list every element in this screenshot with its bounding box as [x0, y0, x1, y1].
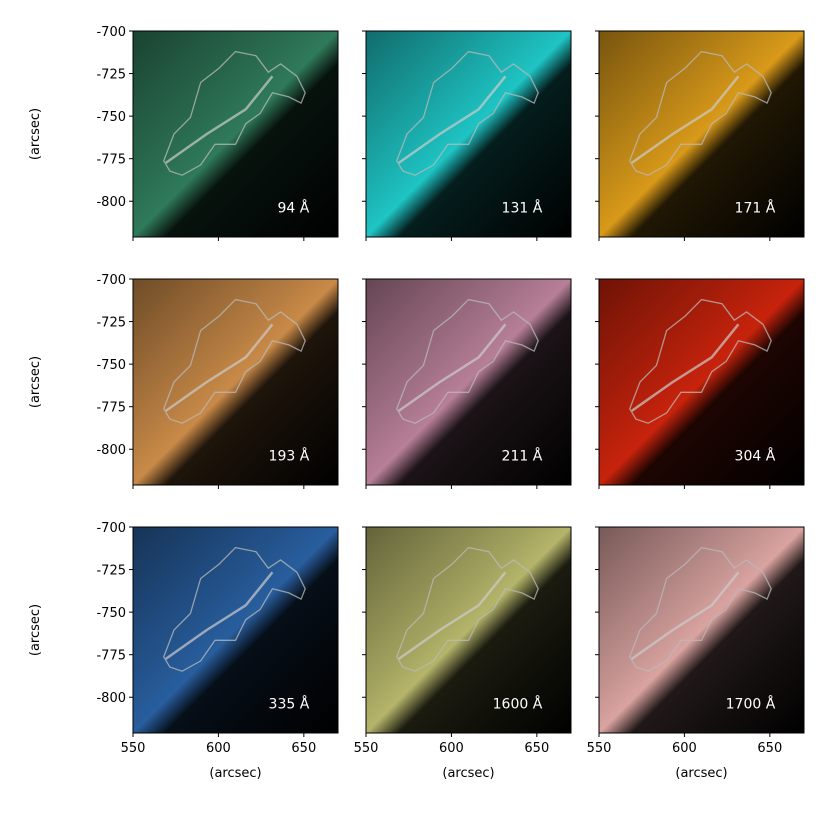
x-tick-label: 650 — [757, 741, 782, 756]
x-tick-label: 650 — [524, 741, 549, 756]
panel-frame — [132, 30, 339, 238]
contour — [398, 323, 507, 412]
image — [133, 31, 338, 237]
contour — [398, 75, 507, 164]
contour — [398, 571, 507, 660]
panel-frame — [365, 30, 572, 238]
y-tick-label: -750 — [96, 606, 126, 621]
contour — [629, 546, 772, 672]
y-axis-label: (arcsec) — [28, 356, 43, 408]
x-axis-label: (arcsec) — [209, 766, 261, 781]
y-tick-label: -775 — [96, 401, 126, 416]
y-tick-label: -725 — [96, 564, 126, 579]
y-tick-label: -725 — [96, 316, 126, 331]
wavelength-label: 1600 Å — [493, 695, 543, 712]
contour — [165, 75, 274, 164]
y-tick-label: -800 — [96, 443, 126, 458]
y-tick-label: -700 — [96, 273, 126, 288]
y-tick-label: -725 — [96, 68, 126, 83]
image — [599, 527, 804, 733]
x-tick-label: 600 — [672, 741, 697, 756]
panel-frame — [132, 526, 339, 734]
image — [133, 527, 338, 733]
contour — [631, 323, 740, 412]
y-tick-label: -775 — [96, 649, 126, 664]
contour — [396, 546, 539, 672]
x-axis-label: (arcsec) — [442, 766, 494, 781]
panel-frame — [598, 30, 805, 238]
contour — [165, 571, 274, 660]
wavelength-label: 171 Å — [735, 199, 776, 216]
image — [366, 527, 571, 733]
wavelength-label: 131 Å — [502, 199, 543, 216]
panel-frame — [132, 278, 339, 486]
image — [133, 279, 338, 485]
x-tick-label: 600 — [439, 741, 464, 756]
x-axis-label: (arcsec) — [675, 766, 727, 781]
panel-frame — [598, 526, 805, 734]
wavelength-label: 94 Å — [277, 199, 309, 216]
wavelength-label: 335 Å — [269, 695, 310, 712]
panel-frame — [598, 278, 805, 486]
wavelength-label: 193 Å — [269, 447, 310, 464]
image — [599, 279, 804, 485]
y-tick-label: -775 — [96, 153, 126, 168]
wavelength-label: 211 Å — [502, 447, 543, 464]
image — [599, 31, 804, 237]
contour — [396, 298, 539, 424]
y-tick-label: -700 — [96, 25, 126, 40]
wavelength-label: 304 Å — [735, 447, 776, 464]
x-tick-label: 550 — [121, 741, 146, 756]
contour — [165, 323, 274, 412]
image — [366, 279, 571, 485]
panel-frame — [365, 278, 572, 486]
contour — [631, 571, 740, 660]
contour — [629, 298, 772, 424]
y-axis-label: (arcsec) — [28, 604, 43, 656]
contour — [163, 298, 306, 424]
x-tick-label: 650 — [291, 741, 316, 756]
contour — [631, 75, 740, 164]
image — [366, 31, 571, 237]
contour — [163, 546, 306, 672]
x-tick-label: 550 — [587, 741, 612, 756]
y-tick-label: -800 — [96, 195, 126, 210]
y-axis-label: (arcsec) — [28, 108, 43, 160]
x-tick-label: 600 — [206, 741, 231, 756]
x-tick-label: 550 — [354, 741, 379, 756]
y-tick-label: -750 — [96, 358, 126, 373]
wavelength-label: 1700 Å — [726, 695, 776, 712]
contour — [163, 50, 306, 176]
y-tick-label: -800 — [96, 691, 126, 706]
contour — [629, 50, 772, 176]
panel-frame — [365, 526, 572, 734]
y-tick-label: -750 — [96, 110, 126, 125]
y-tick-label: -700 — [96, 521, 126, 536]
contour — [396, 50, 539, 176]
